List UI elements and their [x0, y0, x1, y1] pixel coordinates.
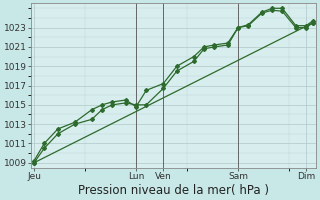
X-axis label: Pression niveau de la mer( hPa ): Pression niveau de la mer( hPa ): [78, 184, 269, 197]
